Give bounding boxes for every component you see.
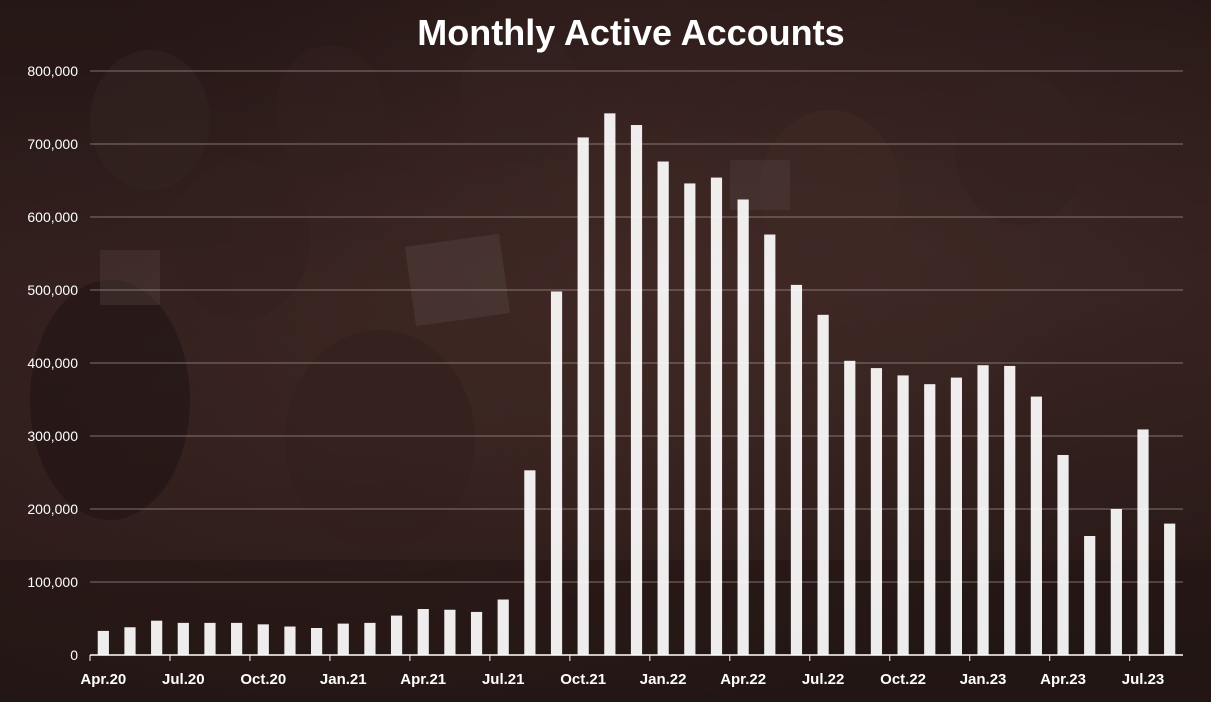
bar — [604, 113, 616, 656]
x-tick-label: Oct.20 — [240, 671, 286, 688]
y-tick-label: 500,000 — [27, 282, 78, 298]
y-tick-label: 800,000 — [27, 63, 78, 79]
x-tick-label: Jan.21 — [320, 671, 367, 688]
bars — [97, 113, 1176, 656]
y-tick-label: 100,000 — [27, 574, 78, 590]
x-tick-label: Jan.22 — [640, 671, 687, 688]
y-tick-label: 200,000 — [27, 501, 78, 517]
x-axis: Apr.20 Jul.20 Oct.20 Jan.21 Apr.21 Jul.21 Oct.… — [80, 654, 1183, 688]
bar — [124, 627, 136, 655]
bar — [470, 611, 483, 655]
bar — [497, 599, 509, 655]
y-tick-label: 0 — [70, 647, 78, 663]
bar — [417, 609, 429, 655]
bar — [231, 622, 243, 655]
bar — [950, 377, 962, 655]
bar — [1164, 523, 1176, 655]
bar — [524, 470, 536, 655]
x-tick-label: Oct.21 — [560, 671, 606, 688]
bar — [311, 627, 323, 655]
bar — [897, 375, 909, 655]
bar — [390, 615, 403, 655]
x-tick-label: Jul.20 — [162, 671, 205, 688]
bar — [97, 630, 109, 655]
bar — [337, 623, 349, 655]
bar — [817, 314, 829, 655]
x-tick-label: Jul.22 — [802, 671, 845, 688]
bar — [444, 609, 456, 655]
bar — [977, 365, 989, 655]
bar — [364, 622, 376, 655]
bar — [684, 183, 696, 656]
bar — [1057, 454, 1069, 655]
x-tick-label: Oct.22 — [880, 671, 926, 688]
y-tick-label: 300,000 — [27, 428, 78, 444]
bar — [737, 199, 749, 656]
bar — [177, 622, 189, 655]
bar — [284, 626, 296, 655]
x-tick-label: Apr.23 — [1040, 671, 1086, 688]
y-tick-label: 700,000 — [27, 136, 78, 152]
bar — [630, 125, 643, 655]
bar — [657, 161, 669, 655]
bar — [844, 360, 856, 655]
x-tick-label: Jul.23 — [1122, 671, 1165, 688]
chart-title: Monthly Active Accounts — [417, 12, 844, 53]
bar — [550, 291, 563, 655]
y-axis: 0 100,000 200,000 300,000 400,000 500,000 600,… — [27, 63, 78, 663]
bar — [870, 368, 883, 655]
x-tick-label: Apr.22 — [720, 671, 766, 688]
x-tick-label: Apr.21 — [400, 671, 446, 688]
x-tick-label: Jan.23 — [960, 671, 1007, 688]
bar — [1137, 429, 1149, 655]
bar — [1110, 509, 1122, 655]
bar — [1004, 365, 1016, 655]
x-tick-label: Jul.21 — [482, 671, 525, 688]
bar — [924, 384, 936, 655]
bar — [1030, 396, 1042, 655]
bar — [257, 624, 269, 655]
bar — [151, 620, 163, 655]
bar — [204, 622, 216, 655]
x-tick-label: Apr.20 — [80, 671, 126, 688]
y-tick-label: 600,000 — [27, 209, 78, 225]
bar — [1084, 536, 1096, 655]
bar — [790, 284, 803, 655]
y-tick-label: 400,000 — [27, 355, 78, 371]
bar — [577, 137, 589, 655]
bar — [764, 234, 776, 655]
bar — [710, 177, 723, 655]
